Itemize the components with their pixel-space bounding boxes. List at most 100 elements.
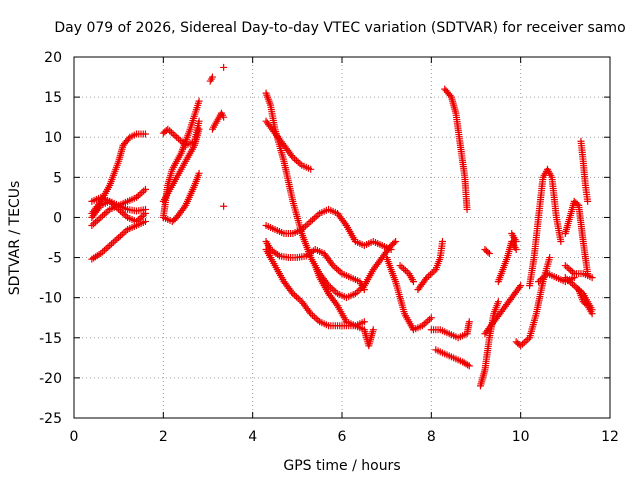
data-point-marker	[464, 361, 472, 369]
data-point-marker	[166, 127, 174, 135]
data-point-marker	[220, 63, 228, 71]
data-point-marker	[97, 213, 105, 221]
series-track-17	[262, 238, 368, 294]
series-track-25	[432, 346, 473, 370]
series-track-28	[481, 282, 525, 338]
series-track-24	[427, 318, 473, 342]
data-point-marker	[309, 311, 317, 319]
data-point-marker	[195, 169, 203, 177]
data-point-marker	[515, 283, 523, 291]
data-point-marker	[108, 240, 116, 248]
series-track-05	[88, 217, 149, 263]
data-point-marker	[312, 213, 320, 221]
data-point-marker	[291, 291, 299, 299]
data-point-marker	[387, 246, 395, 254]
data-point-marker	[518, 340, 526, 348]
data-point-marker	[120, 210, 128, 218]
data-point-marker	[568, 268, 576, 276]
data-point-marker	[400, 265, 408, 273]
series-track-13	[220, 202, 228, 210]
data-point-marker	[422, 319, 430, 327]
grid	[74, 57, 610, 418]
data-point-marker	[485, 250, 493, 258]
data-point-marker	[220, 113, 228, 121]
y-tick-label: -25	[39, 411, 62, 427]
data-point-marker	[428, 269, 436, 277]
x-tick-label: 2	[159, 429, 168, 445]
data-point-marker	[91, 218, 99, 226]
data-point-marker	[115, 234, 123, 241]
data-point-marker	[439, 238, 446, 246]
data-point-marker	[494, 298, 502, 306]
data-point-marker	[169, 130, 177, 138]
data-point-marker	[116, 232, 124, 240]
chart-title: Day 079 of 2026, Sidereal Day-to-day VTE…	[54, 20, 625, 36]
x-tick-labels: 0 2 4 6 8 10 12	[70, 429, 619, 445]
series-track-19	[311, 262, 368, 330]
data-point-marker	[120, 229, 128, 237]
data-point-marker	[334, 266, 342, 274]
data-point-marker	[93, 217, 101, 225]
data-point-marker	[522, 337, 530, 345]
data-point-marker	[369, 326, 377, 334]
data-point-marker	[392, 238, 400, 246]
axis-ticks	[73, 56, 611, 419]
series-track-35	[561, 262, 596, 282]
series-track-27	[481, 246, 493, 258]
data-point-marker	[341, 220, 349, 228]
data-point-marker	[561, 262, 569, 270]
series-track-08	[159, 125, 203, 205]
data-point-marker	[173, 133, 181, 141]
data-point-marker	[195, 125, 203, 133]
data-point-marker	[90, 220, 98, 228]
data-point-marker	[288, 152, 296, 160]
series-track-12	[220, 63, 228, 71]
data-point-marker	[141, 217, 149, 225]
data-point-marker	[409, 278, 417, 286]
x-tick-label: 12	[601, 429, 619, 445]
data-point-marker	[332, 300, 340, 308]
data-point-marker	[303, 221, 311, 229]
series-track-16	[262, 205, 395, 254]
series-track-38	[577, 137, 592, 205]
y-tick-label: -15	[39, 331, 62, 347]
series-track-26	[476, 298, 502, 390]
data-point-marker	[195, 117, 203, 125]
data-point-marker	[312, 315, 320, 323]
data-point-marker	[424, 317, 432, 325]
data-point-marker	[401, 266, 409, 274]
series-track-07	[159, 97, 203, 221]
series-track-37	[575, 286, 596, 318]
data-point-marker	[484, 248, 492, 256]
data-point-marker	[175, 135, 183, 143]
x-tick-label: 0	[70, 429, 79, 445]
data-point-marker	[565, 265, 573, 273]
data-point-marker	[141, 209, 149, 217]
data-point-marker	[570, 282, 578, 290]
data-point-marker	[292, 156, 300, 164]
data-point-marker	[398, 263, 406, 271]
data-point-marker	[140, 187, 148, 195]
data-point-marker	[446, 92, 454, 100]
x-tick-label: 10	[512, 429, 530, 445]
data-point-marker	[426, 270, 434, 278]
data-point-marker	[567, 266, 575, 274]
data-point-marker	[138, 213, 146, 221]
data-point-marker	[109, 238, 117, 246]
data-point-marker	[220, 202, 228, 210]
y-tick-labels: -25 -20 -15 -10 -5 0 5 10 15 20	[39, 50, 62, 427]
y-tick-label: 0	[53, 210, 62, 226]
data-point-marker	[310, 214, 318, 222]
series-track-29	[494, 238, 520, 286]
series-track-09	[159, 169, 203, 225]
data-point-marker	[465, 362, 473, 370]
y-tick-label: 5	[53, 170, 62, 186]
data-point-marker	[95, 215, 103, 223]
data-point-marker	[390, 239, 398, 247]
y-tick-label: 10	[44, 130, 62, 146]
data-point-marker	[118, 209, 126, 217]
y-tick-label: 15	[44, 90, 62, 106]
data-point-marker	[310, 313, 318, 321]
data-point-marker	[102, 209, 110, 217]
series-track-10	[208, 109, 228, 133]
